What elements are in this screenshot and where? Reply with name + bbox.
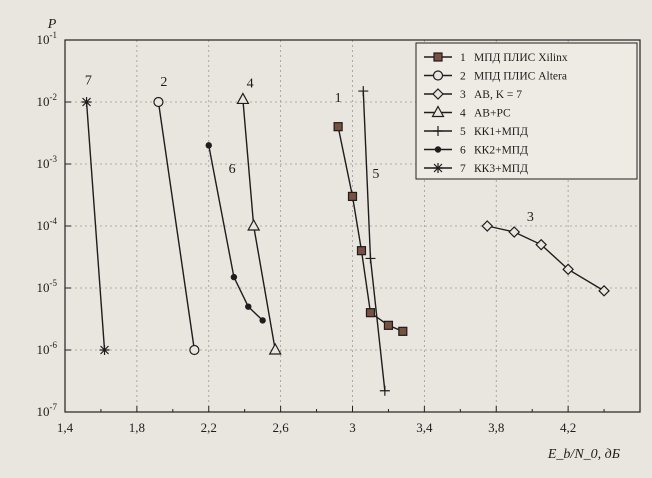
data-point	[562, 263, 574, 276]
y-axis-label: P	[47, 17, 57, 32]
legend-label: МПД ПЛИС Altera	[474, 71, 567, 83]
x-tick-label: 2,6	[273, 420, 290, 435]
series-7	[81, 97, 110, 355]
data-point	[365, 253, 376, 264]
data-point	[432, 88, 444, 100]
data-point	[153, 96, 164, 108]
legend-label: КК3+МПД	[474, 163, 528, 175]
legend-number: 7	[460, 163, 466, 175]
data-point	[398, 326, 408, 336]
data-point	[433, 126, 443, 136]
data-point	[358, 86, 369, 97]
data-point	[347, 191, 358, 202]
x-tick-label: 1,8	[129, 420, 145, 435]
series-group	[81, 86, 610, 396]
legend-entry: 7 КК3+МПД	[424, 163, 528, 175]
curve-label: 3	[527, 210, 534, 225]
legend-entry: 4 АВ+РС	[424, 105, 511, 120]
data-point	[433, 163, 443, 173]
x-tick-label: 2,2	[201, 420, 217, 435]
data-point	[189, 344, 200, 356]
data-point	[434, 146, 442, 153]
y-tick-label: 10-4	[37, 216, 58, 233]
axis-ticks: 1,4 1,8 2,2 2,6 3 3,4 3,8 4,2 10-7 10-6 10-5 10-4 10…	[37, 30, 605, 435]
curve-label: 4	[247, 77, 254, 92]
data-point	[598, 284, 610, 297]
data-point	[481, 220, 494, 232]
x-tick-label: 4,2	[560, 420, 576, 435]
series-2	[153, 96, 200, 356]
legend-entry: 6 КК2+МПД	[424, 145, 528, 157]
legend-number: 4	[460, 108, 466, 120]
data-point	[508, 226, 521, 238]
legend-entry: 1 МПД ПЛИС Xilinx	[424, 52, 568, 64]
x-axis-label: E_b/N_0, дБ	[547, 447, 620, 462]
data-point	[247, 218, 261, 231]
curve-label: 1	[335, 91, 342, 106]
data-point	[99, 345, 110, 355]
data-point	[81, 97, 92, 107]
legend-number: 3	[460, 89, 466, 101]
data-point	[356, 246, 367, 256]
data-point	[535, 238, 548, 251]
curve-label: 6	[229, 162, 236, 177]
series-4	[236, 92, 282, 355]
series-line	[208, 145, 264, 321]
y-tick-label: 10-6	[37, 340, 58, 357]
data-point	[431, 105, 445, 118]
data-point	[365, 308, 376, 318]
legend-label: КК1+МПД	[474, 126, 528, 138]
legend-entry: 5 КК1+МПД	[424, 126, 528, 138]
x-tick-label: 1,4	[57, 420, 74, 435]
series-line	[85, 101, 106, 351]
data-point	[230, 273, 238, 281]
legend-number: 5	[460, 126, 466, 138]
x-tick-label: 3,8	[488, 420, 504, 435]
legend-number: 1	[460, 52, 466, 64]
data-point	[259, 317, 266, 324]
data-point	[379, 385, 390, 396]
legend: 1 МПД ПЛИС Xilinx 2 МПД ПЛИС Altera 3 АВ, K =…	[415, 42, 638, 180]
y-tick-label: 10-5	[37, 278, 58, 295]
data-point	[205, 142, 212, 149]
data-point	[245, 303, 252, 310]
legend-number: 2	[460, 71, 466, 83]
legend-label: МПД ПЛИС Xilinx	[474, 52, 568, 64]
curve-label: 7	[85, 74, 92, 89]
series-6	[205, 142, 266, 324]
x-tick-label: 3	[349, 420, 356, 435]
legend-label: АВ+РС	[474, 108, 511, 120]
series-line	[157, 101, 196, 351]
legend-box	[415, 42, 638, 180]
series-5	[358, 86, 390, 396]
x-tick-label: 3,4	[416, 420, 433, 435]
series-1	[333, 122, 408, 336]
legend-entry: 3 АВ, K = 7	[424, 88, 522, 101]
legend-label: КК2+МПД	[474, 145, 528, 157]
y-tick-label: 10-2	[37, 92, 58, 109]
data-point	[432, 70, 444, 81]
legend-number: 6	[460, 145, 466, 157]
y-tick-label: 10-1	[37, 30, 58, 47]
legend-label: АВ, K = 7	[474, 89, 522, 101]
data-point	[383, 320, 394, 330]
legend-entry: 2 МПД ПЛИС Altera	[424, 70, 567, 83]
data-point	[433, 52, 443, 62]
data-point	[268, 342, 282, 355]
curve-label: 5	[372, 167, 379, 182]
series-3	[481, 220, 610, 297]
data-point	[333, 122, 343, 132]
data-point	[236, 92, 250, 105]
curve-label: 2	[160, 75, 167, 90]
y-tick-label: 10-3	[37, 154, 58, 171]
curve-labels: 1 2 3 4 5 6 7	[85, 74, 534, 225]
y-tick-label: 10-7	[37, 402, 58, 419]
